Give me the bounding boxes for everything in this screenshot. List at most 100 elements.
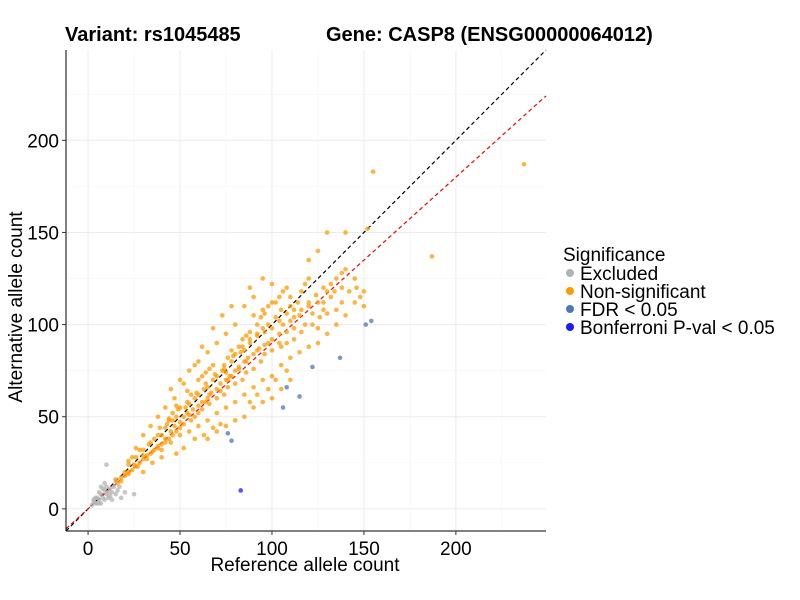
point-non-significant [174,414,179,420]
point-non-significant [251,294,256,300]
point-non-significant [126,458,131,464]
point-non-significant [277,318,282,324]
point-non-significant [129,454,135,460]
point-non-significant [137,447,142,453]
point-non-significant [343,267,348,272]
legend-item-nonsignificant: Non-significant [566,283,706,302]
point-non-significant [315,248,321,254]
point-non-significant [159,454,164,460]
point-non-significant [221,392,227,397]
point-non-significant [140,469,146,475]
point-non-significant [163,405,168,410]
point-non-significant [334,276,339,281]
point-non-significant [306,303,312,309]
point-non-significant [269,300,275,305]
point-non-significant [269,373,275,379]
point-excluded [105,489,111,495]
point-non-significant [164,421,170,427]
point-non-significant [192,436,198,442]
point-non-significant [196,423,201,429]
point-non-significant [192,414,198,420]
point-non-significant [269,396,275,401]
point-non-significant [118,478,124,484]
point-non-significant [223,405,229,410]
point-non-significant [196,410,201,416]
point-non-significant [346,289,352,294]
point-non-significant [352,300,358,305]
gene-title: Gene: CASP8 (ENSG00000064012) [326,24,653,46]
point-bonferroni-p-val-0-05 [238,488,244,493]
point-non-significant [207,366,212,372]
point-non-significant [188,392,194,397]
point-non-significant [205,384,210,390]
point-non-significant [243,333,249,338]
point-non-significant [265,303,271,309]
point-non-significant [225,384,231,390]
point-non-significant [170,418,175,423]
point-non-significant [315,340,321,346]
point-non-significant [126,462,131,467]
point-non-significant [199,344,205,350]
point-non-significant [190,407,196,412]
point-non-significant [181,445,187,451]
point-non-significant [370,169,376,174]
point-non-significant [429,254,435,259]
point-non-significant [245,355,251,361]
point-non-significant [113,477,118,482]
point-non-significant [159,447,164,453]
point-non-significant [262,311,267,316]
point-non-significant [174,403,179,408]
point-non-significant [155,432,161,438]
point-non-significant [221,366,227,372]
point-non-significant [254,322,260,327]
point-non-significant [242,303,247,309]
legend-fdr-label: FDR < 0.05 [580,300,678,321]
point-non-significant [247,399,253,405]
point-non-significant [133,464,139,469]
point-non-significant [324,331,330,337]
point-non-significant [151,447,157,453]
point-non-significant [214,410,220,416]
point-non-significant [277,331,282,337]
point-non-significant [218,421,223,427]
legend-excluded-label: Excluded [580,264,659,285]
point-non-significant [334,307,339,313]
point-non-significant [278,386,284,392]
point-non-significant [214,396,220,401]
point-non-significant [177,425,183,431]
legend-title: Significance [563,245,666,266]
point-non-significant [232,351,238,357]
point-non-significant [170,432,175,438]
point-non-significant [223,331,229,337]
point-non-significant [247,285,253,291]
point-fdr-0-05 [284,384,289,390]
point-excluded [122,489,128,495]
legend-bonferroni-label: Bonferroni P-val < 0.05 [580,318,775,339]
point-non-significant [262,342,267,348]
point-non-significant [240,344,245,350]
point-non-significant [321,300,326,305]
point-non-significant [254,392,260,397]
point-non-significant [186,401,192,407]
point-non-significant [225,377,231,383]
point-excluded [107,486,113,491]
point-non-significant [201,432,207,438]
point-excluded [109,497,115,502]
point-excluded [131,491,137,497]
point-excluded [109,489,115,495]
point-non-significant [291,307,297,313]
point-non-significant [269,337,275,342]
point-non-significant [207,401,212,407]
point-non-significant [232,322,238,327]
point-non-significant [306,276,312,281]
point-non-significant [265,322,271,327]
point-non-significant [299,307,304,313]
point-non-significant [288,303,293,309]
point-non-significant [284,311,289,316]
point-non-significant [328,281,334,287]
x-axis-label: Reference allele count [210,555,400,576]
point-non-significant [277,294,282,300]
point-fdr-0-05 [310,364,315,370]
point-excluded [105,495,111,501]
